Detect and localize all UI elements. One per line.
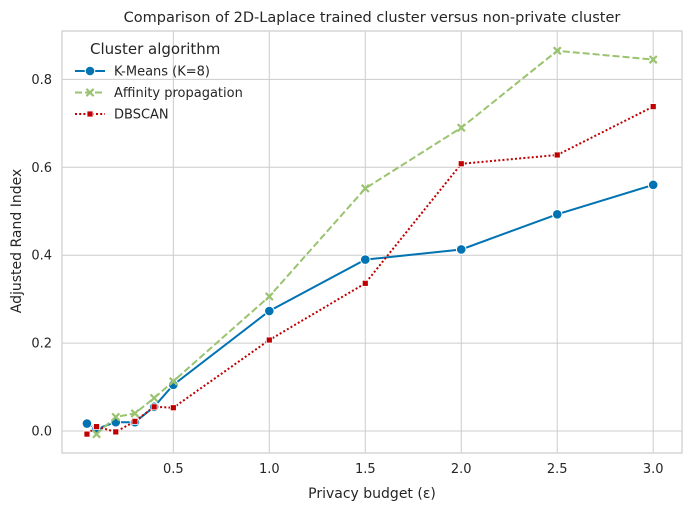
legend-marker	[85, 88, 95, 97]
data-point	[149, 393, 159, 403]
data-point	[83, 430, 91, 438]
x-tick-label: 2.0	[451, 462, 472, 477]
data-point	[81, 418, 93, 429]
data-point	[265, 336, 273, 344]
data-point	[552, 46, 562, 56]
legend-marker	[84, 65, 96, 77]
y-tick-label: 0.6	[31, 161, 52, 176]
x-tick-label: 3.0	[643, 462, 664, 477]
data-point	[131, 417, 139, 425]
data-point	[130, 409, 140, 418]
y-tick-label: 0.2	[31, 337, 52, 352]
legend-label: DBSCAN	[114, 108, 169, 123]
data-point	[112, 428, 120, 436]
y-tick-label: 0.4	[31, 249, 52, 264]
x-tick-label: 1.0	[259, 462, 280, 477]
data-point	[553, 151, 561, 159]
data-point	[111, 412, 121, 422]
y-tick-label: 0.8	[31, 73, 52, 88]
chart-title: Comparison of 2D-Laplace trained cluster…	[124, 10, 621, 26]
data-point	[647, 179, 659, 191]
x-tick-label: 2.5	[547, 462, 568, 477]
data-point	[648, 55, 658, 64]
data-point	[551, 209, 563, 220]
data-point	[169, 404, 177, 412]
x-axis-label: Privacy budget (ε)	[308, 486, 436, 502]
data-point	[649, 103, 657, 111]
data-point	[264, 305, 275, 317]
data-point	[456, 123, 466, 133]
legend-label: Affinity propagation	[114, 86, 243, 101]
data-point	[360, 183, 370, 193]
data-point	[150, 403, 158, 411]
y-tick-label: 0.0	[31, 425, 52, 440]
legend: Cluster algorithm K-Means (K=8) Affinity p…	[75, 40, 243, 123]
series-2	[83, 103, 657, 438]
series-line	[95, 49, 654, 435]
plot-frame	[61, 30, 683, 454]
legend-marker	[86, 110, 94, 118]
legend-title: Cluster algorithm	[90, 40, 220, 58]
data-point	[264, 292, 274, 301]
series-1	[92, 46, 658, 439]
series-line	[86, 183, 654, 430]
data-point	[455, 244, 467, 255]
data-point	[359, 254, 371, 265]
x-tick-label: 1.5	[355, 462, 376, 477]
series-0	[81, 179, 659, 435]
data-point	[457, 160, 465, 168]
data-point	[361, 279, 369, 287]
data-point	[93, 423, 100, 431]
plot-area: 0.5 1.0 1.5 2.0 2.5 3.0 0.0 0.2 0.4 0.6 0.8	[31, 30, 683, 477]
data-point	[168, 376, 178, 386]
legend-label: K-Means (K=8)	[114, 65, 210, 80]
y-axis-label: Adjusted Rand Index	[9, 169, 25, 313]
x-tick-label: 0.5	[163, 462, 184, 477]
data-point	[92, 429, 101, 439]
